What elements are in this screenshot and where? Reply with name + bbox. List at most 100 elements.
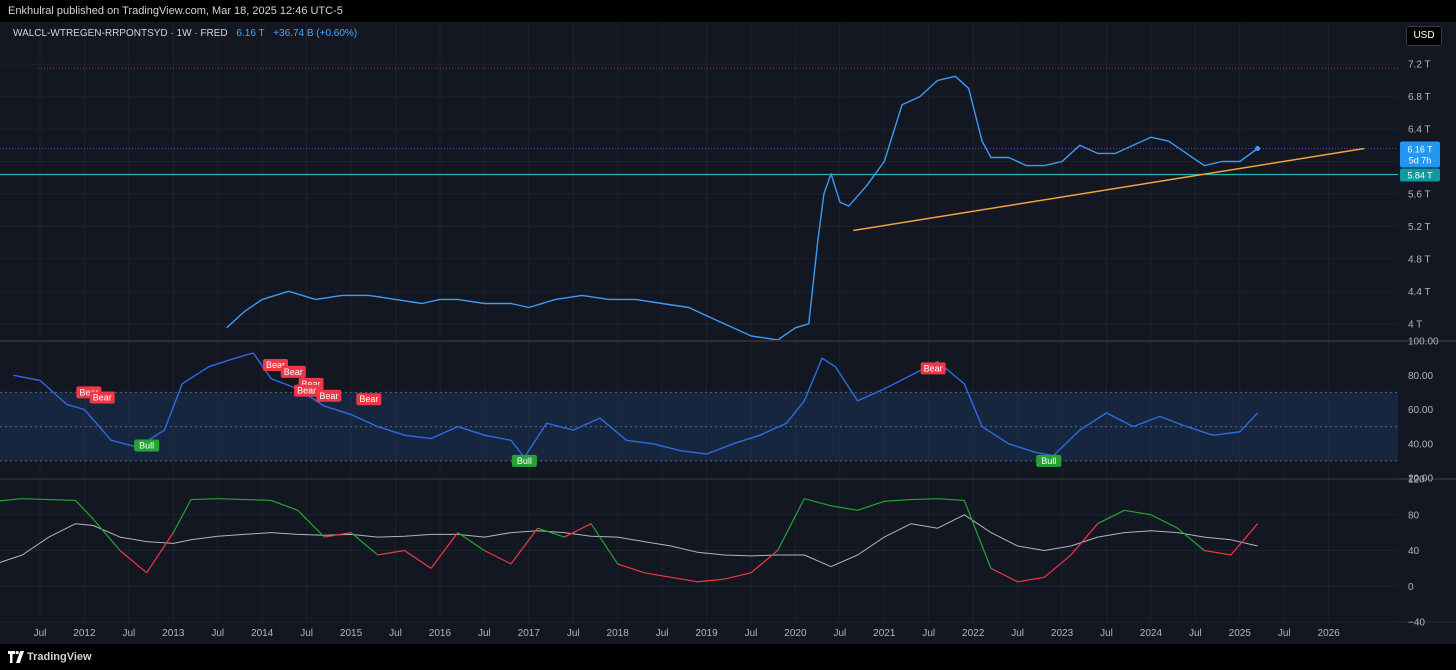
osc-main-line-segment <box>937 498 965 502</box>
bull-signal-label: Bull <box>139 440 154 450</box>
osc-main-line-segment <box>750 550 779 574</box>
osc-main-line-segment <box>1230 523 1259 556</box>
time-axis-label: Jul <box>1100 628 1113 639</box>
last-price-tag <box>1400 141 1440 168</box>
osc-main-line-segment <box>119 550 148 574</box>
symbol-name[interactable]: WALCL-WTREGEN-RRPONTSYD · 1W · FRED <box>13 28 228 39</box>
bear-signal-tag <box>280 365 306 378</box>
bear-signal-label: Bear <box>924 363 943 373</box>
time-axis-label: Jul <box>34 628 47 639</box>
bear-signal-tag <box>920 362 946 375</box>
time-axis-label: Jul <box>833 628 846 639</box>
price-tick-label: 4.4 T <box>1408 287 1431 298</box>
osc-main-line-segment <box>244 498 272 502</box>
osc-main-line-segment <box>724 572 752 580</box>
time-axis-label: Jul <box>389 628 402 639</box>
bear-signal-label: Bear <box>284 367 303 377</box>
osc-tick-label: 120 <box>1408 475 1425 486</box>
osc-main-line-segment <box>1124 509 1152 516</box>
time-axis-label: 2021 <box>873 628 896 639</box>
osc-main-line-segment <box>617 563 645 574</box>
osc-main-line-segment <box>75 500 94 520</box>
bear-signal-tag <box>316 389 342 402</box>
rsi-tick-label: 40.00 <box>1408 439 1433 450</box>
rsi-tick-label: 60.00 <box>1408 405 1433 416</box>
osc-main-line-segment <box>510 527 539 565</box>
time-axis-label: Jul <box>1189 628 1202 639</box>
rsi-tick-label: 80.00 <box>1408 371 1433 382</box>
publish-info: Enkhulral published on TradingView.com, … <box>8 5 343 17</box>
bull-signal-label: Bull <box>517 456 532 466</box>
osc-main-line-segment <box>697 578 725 583</box>
osc-main-line-segment <box>990 567 1018 583</box>
bear-signal-label: Bear <box>319 391 338 401</box>
time-axis-label: 2026 <box>1318 628 1341 639</box>
osc-main-line-segment <box>191 498 218 501</box>
osc-main-line-segment <box>670 576 698 583</box>
time-axis-label: 2015 <box>340 628 363 639</box>
bear-signal-label: Bear <box>359 394 378 404</box>
price-tick-label: 6.4 T <box>1408 125 1431 136</box>
time-axis-label: 2016 <box>429 628 452 639</box>
time-axis-label: Jul <box>122 628 135 639</box>
osc-main-line-segment <box>484 549 512 565</box>
osc-main-line-segment <box>857 500 885 511</box>
publish-bar: Enkhulral published on TradingView.com, … <box>0 0 1456 22</box>
osc-main-line-segment <box>217 498 245 501</box>
bear-signal-label: Bear <box>302 379 321 389</box>
osc-main-line-segment <box>963 500 992 569</box>
time-axis-label: 2018 <box>607 628 630 639</box>
osc-main-line-segment <box>22 498 49 501</box>
last-price-dot <box>1255 146 1261 152</box>
osc-main-line-segment <box>804 498 832 507</box>
osc-main-line-segment <box>1043 554 1072 578</box>
osc-main-line-segment <box>350 532 379 556</box>
time-axis-label: 2024 <box>1140 628 1163 639</box>
bear-signal-label: Bear <box>93 393 112 403</box>
currency-button[interactable]: USD <box>1406 26 1442 46</box>
support-price-tag-label: 5.84 T <box>1407 171 1433 181</box>
time-axis-label: Jul <box>211 628 224 639</box>
time-axis-label: Jul <box>300 628 313 639</box>
bear-signal-tag <box>356 393 382 406</box>
osc-main-line-segment <box>830 505 858 511</box>
osc-main-line-segment <box>324 532 352 538</box>
brand-name: TradingView <box>27 651 92 663</box>
osc-main-line-segment <box>644 572 672 578</box>
time-axis-label: 2012 <box>73 628 96 639</box>
bear-signal-tag <box>294 384 320 397</box>
osc-main-line-segment <box>146 532 174 574</box>
rsi-series-line <box>13 352 1259 459</box>
time-axis-label: Jul <box>745 628 758 639</box>
osc-tick-label: −40 <box>1408 618 1425 629</box>
bear-signal-tag <box>89 391 115 404</box>
osc-main-line-segment <box>1070 523 1099 556</box>
chart-canvas[interactable]: 7.2 T6.8 T6.4 T6 T5.6 T5.2 T4.8 T4.4 T4 … <box>0 22 1456 644</box>
time-axis-label: Jul <box>656 628 669 639</box>
osc-main-line-segment <box>297 509 325 538</box>
last-value: 6.16 T <box>236 28 265 39</box>
bear-signal-label: Bear <box>79 387 98 397</box>
rsi-tick-label: 100.00 <box>1408 337 1439 348</box>
time-axis-label: 2013 <box>162 628 185 639</box>
rsi-tick-label: 20.00 <box>1408 474 1433 485</box>
price-tick-label: 5.2 T <box>1408 222 1431 233</box>
osc-main-line-segment <box>537 527 565 538</box>
osc-main-line-segment <box>0 498 23 502</box>
countdown-label: 5d 7h <box>1409 156 1432 166</box>
bear-signal-label: Bear <box>266 360 285 370</box>
osc-main-line-segment <box>1097 509 1125 525</box>
bull-signal-tag <box>1036 454 1062 467</box>
trend-line <box>853 147 1365 232</box>
time-axis-label: 2022 <box>962 628 985 639</box>
time-axis-label: Jul <box>478 628 491 639</box>
osc-main-line-segment <box>1017 576 1045 583</box>
osc-main-line-segment <box>172 499 192 533</box>
price-tick-label: 4 T <box>1408 319 1422 330</box>
chart-frame[interactable]: 7.2 T6.8 T6.4 T6 T5.6 T5.2 T4.8 T4.4 T4 … <box>0 22 1456 644</box>
tradingview-logo-icon <box>8 651 24 663</box>
symbol-legend[interactable]: WALCL-WTREGEN-RRPONTSYD · 1W · FRED 6.16… <box>13 28 357 39</box>
time-axis-label: Jul <box>922 628 935 639</box>
osc-main-line-segment <box>1177 527 1205 551</box>
osc-tick-label: 40 <box>1408 546 1420 557</box>
